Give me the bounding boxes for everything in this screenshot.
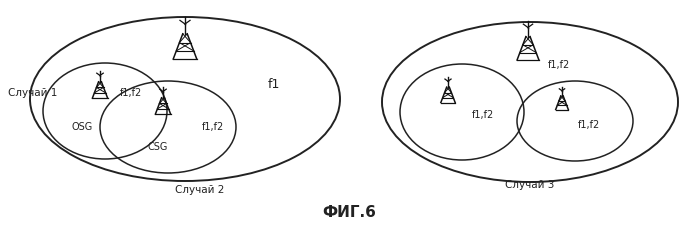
Text: Случай 2: Случай 2: [175, 184, 224, 194]
Text: f1,f2: f1,f2: [202, 121, 224, 131]
Text: f1,f2: f1,f2: [472, 109, 494, 119]
Text: f1,f2: f1,f2: [578, 119, 600, 129]
Text: f1: f1: [268, 78, 280, 91]
Text: f1,f2: f1,f2: [548, 60, 570, 70]
Text: Случай 1: Случай 1: [8, 88, 57, 98]
Text: OSG: OSG: [72, 121, 93, 131]
Text: ФИГ.6: ФИГ.6: [322, 204, 377, 219]
Text: CSG: CSG: [148, 141, 168, 151]
Text: Случай 3: Случай 3: [505, 179, 554, 189]
Text: f1,f2: f1,f2: [120, 88, 143, 98]
